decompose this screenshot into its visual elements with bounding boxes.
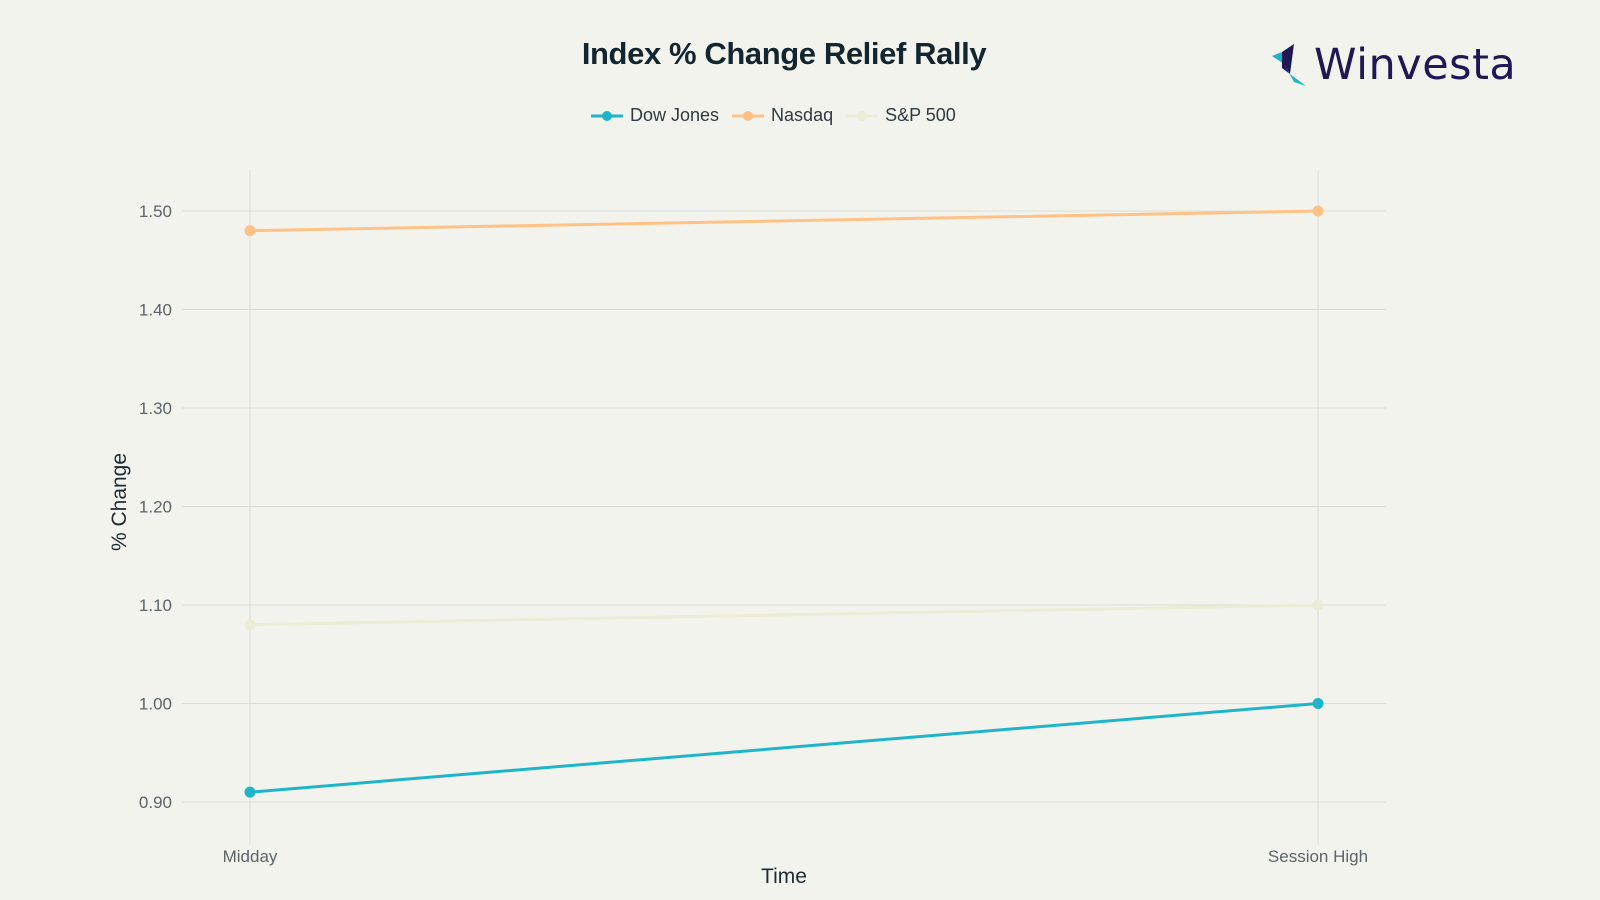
series-line: [249, 209, 1319, 233]
legend-item-nasdaq[interactable]: Nasdaq: [731, 105, 833, 126]
x-tick-label: Midday: [223, 847, 278, 866]
data-point[interactable]: [244, 225, 256, 237]
legend-swatch-nasdaq: [732, 110, 765, 121]
logo-text: Winvesta: [1314, 40, 1517, 90]
y-axis-ticks: 0.90 1.00 1.10 1.20 1.30 1.40 1.50: [139, 202, 172, 812]
y-tick-label: 1.50: [139, 202, 172, 221]
series-line: [249, 603, 1319, 627]
y-tick-label: 1.30: [139, 399, 172, 418]
x-tick-label: Session High: [1268, 847, 1368, 866]
y-tick-label: 1.00: [139, 695, 172, 714]
data-point[interactable]: [1312, 599, 1324, 611]
legend-item-dow-jones[interactable]: Dow Jones: [590, 105, 719, 126]
legend-swatch-sp500: [846, 110, 879, 121]
chart-legend: Dow Jones Nasdaq S&P 500: [590, 105, 968, 126]
legend-label-dow-jones: Dow Jones: [630, 105, 720, 125]
y-axis-title: % Change: [108, 453, 131, 551]
x-axis-title: Time: [761, 865, 807, 888]
legend-item-sp500[interactable]: S&P 500: [845, 105, 956, 126]
grid-lines: [182, 170, 1386, 845]
winvesta-logo-icon: [1272, 44, 1306, 86]
x-axis-ticks: Midday Session High: [223, 847, 1368, 866]
legend-label-nasdaq: Nasdaq: [771, 105, 834, 125]
data-point[interactable]: [244, 786, 256, 798]
brand-logo: Winvesta: [1270, 40, 1516, 90]
series-line: [249, 702, 1319, 794]
legend-swatch-dow-jones: [591, 110, 623, 121]
y-tick-label: 1.40: [139, 301, 172, 320]
legend-label-sp500: S&P 500: [885, 105, 956, 125]
y-tick-label: 1.20: [139, 498, 172, 517]
y-tick-label: 0.90: [139, 793, 172, 812]
y-tick-label: 1.10: [139, 596, 172, 615]
series-lines: [244, 205, 1324, 798]
chart-title: Index % Change Relief Rally: [581, 36, 987, 71]
data-point[interactable]: [1312, 698, 1324, 709]
data-point[interactable]: [244, 619, 256, 631]
data-point[interactable]: [1312, 205, 1324, 217]
